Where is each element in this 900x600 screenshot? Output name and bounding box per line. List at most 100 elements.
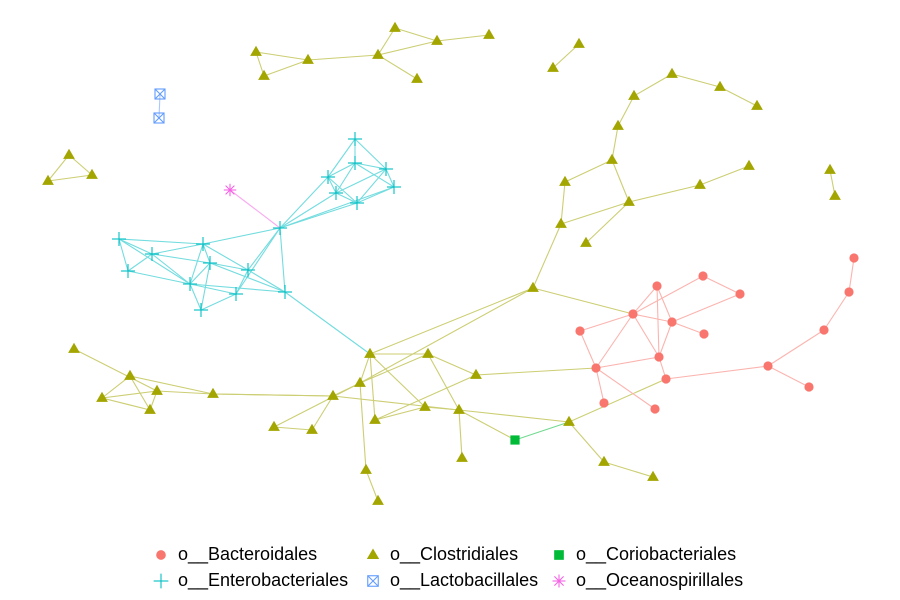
edge-clostridiales (458, 409, 570, 423)
edge-clostridiales (532, 287, 634, 315)
node-enterobacteriales (321, 170, 335, 184)
node-enterobacteriales (194, 303, 208, 317)
legend-item-bacteroidales: o__Bacteroidales (150, 542, 317, 566)
edge-bacteroidales (632, 313, 673, 323)
node-enterobacteriales (379, 162, 393, 176)
node-bacteroidales (591, 363, 601, 373)
edge-clostridiales (568, 378, 667, 423)
edge-coriobacteriales (514, 421, 570, 441)
edge-enterobacteriales (279, 176, 329, 229)
edge-clostridiales (699, 165, 750, 186)
node-enterobacteriales (350, 196, 364, 210)
edge-clostridiales (377, 54, 418, 80)
edge-clostridiales (568, 421, 605, 463)
edge-enterobacteriales (354, 138, 387, 170)
node-oceanospirillales (223, 183, 237, 197)
edge-enterobacteriales (151, 253, 191, 285)
edge-bacteroidales (671, 321, 705, 335)
node-bacteroidales (652, 281, 662, 291)
edge-clostridiales (365, 469, 379, 502)
legend-item-clostridiales: o__Clostridiales (362, 542, 518, 566)
legend-label: o__Clostridiales (390, 543, 519, 564)
edge-clostridiales (560, 201, 630, 225)
edge-bacteroidales (823, 291, 850, 331)
edge-clostridiales (458, 409, 463, 459)
node-enterobacteriales (112, 232, 126, 246)
edge-enterobacteriales (235, 227, 281, 295)
edge-clostridiales (255, 51, 309, 61)
edge-bacteroidales (702, 275, 741, 295)
node-clostridiales (411, 72, 423, 83)
node-clostridiales (628, 89, 640, 100)
edge-clostridiales (359, 382, 367, 471)
node-clostridiales (422, 347, 434, 358)
node-clostridiales (527, 281, 539, 292)
edge-enterobacteriales (247, 269, 286, 293)
node-bacteroidales (650, 404, 660, 414)
edge-bacteroidales (632, 313, 660, 358)
node-clostridiales (63, 148, 75, 159)
node-clostridiales (302, 53, 314, 64)
node-clostridiales (456, 451, 468, 462)
node-bacteroidales (698, 271, 708, 281)
node-bacteroidales (844, 287, 854, 297)
node-clostridiales (573, 37, 585, 48)
edge-oceanospirillales (229, 189, 281, 229)
edge-clostridiales (255, 51, 265, 77)
node-bacteroidales (661, 374, 671, 384)
node-bacteroidales (654, 352, 664, 362)
node-clostridiales (354, 376, 366, 387)
node-clostridiales (743, 159, 755, 170)
node-clostridiales (96, 391, 108, 402)
edge-enterobacteriales (202, 227, 281, 245)
edge-clostridiales (617, 95, 635, 127)
node-enterobacteriales (121, 264, 135, 278)
edge-lactobacillales (158, 93, 161, 119)
node-enterobacteriales (203, 256, 217, 270)
edge-clostridiales (47, 174, 93, 182)
node-clostridiales (547, 61, 559, 72)
edge-enterobacteriales (327, 162, 356, 178)
node-clostridiales (250, 45, 262, 56)
edge-enterobacteriales (189, 262, 211, 285)
edge-layer (47, 27, 855, 502)
node-bacteroidales (735, 289, 745, 299)
node-clostridiales (580, 236, 592, 247)
edge-enterobacteriales (151, 253, 211, 264)
legend-square-icon (554, 550, 564, 560)
node-clostridiales (327, 389, 339, 400)
edge-enterobacteriales (354, 162, 387, 170)
edge-enterobacteriales (284, 291, 371, 355)
edge-enterobacteriales (118, 238, 191, 285)
edge-bacteroidales (671, 293, 741, 323)
edge-enterobacteriales (279, 227, 286, 293)
node-clostridiales (751, 99, 763, 110)
edge-enterobacteriales (200, 262, 211, 311)
node-enterobacteriales (278, 285, 292, 299)
edge-enterobacteriales (118, 238, 129, 272)
node-clostridiales (369, 413, 381, 424)
edge-enterobacteriales (209, 262, 249, 271)
edge-clostridiales (560, 181, 566, 225)
node-clostridiales (555, 217, 567, 228)
node-clostridiales (360, 463, 372, 474)
edge-clostridiales (377, 27, 396, 56)
node-clostridiales (453, 403, 465, 414)
node-clostridiales (207, 387, 219, 398)
edge-bacteroidales (595, 367, 605, 404)
node-clostridiales (431, 34, 443, 45)
node-enterobacteriales (241, 263, 255, 277)
node-clostridiales (42, 174, 54, 185)
edge-enterobacteriales (189, 243, 204, 285)
edge-enterobacteriales (200, 293, 237, 311)
edge-clostridiales (603, 461, 654, 478)
edge-enterobacteriales (335, 162, 356, 194)
legend-label: o__Oceanospirillales (576, 569, 744, 590)
node-clostridiales (86, 168, 98, 179)
edge-bacteroidales (595, 313, 634, 369)
node-bacteroidales (575, 326, 585, 336)
node-coriobacteriales (510, 435, 520, 445)
node-clostridiales (483, 28, 495, 39)
node-clostridiales (647, 470, 659, 481)
node-bacteroidales (804, 382, 814, 392)
